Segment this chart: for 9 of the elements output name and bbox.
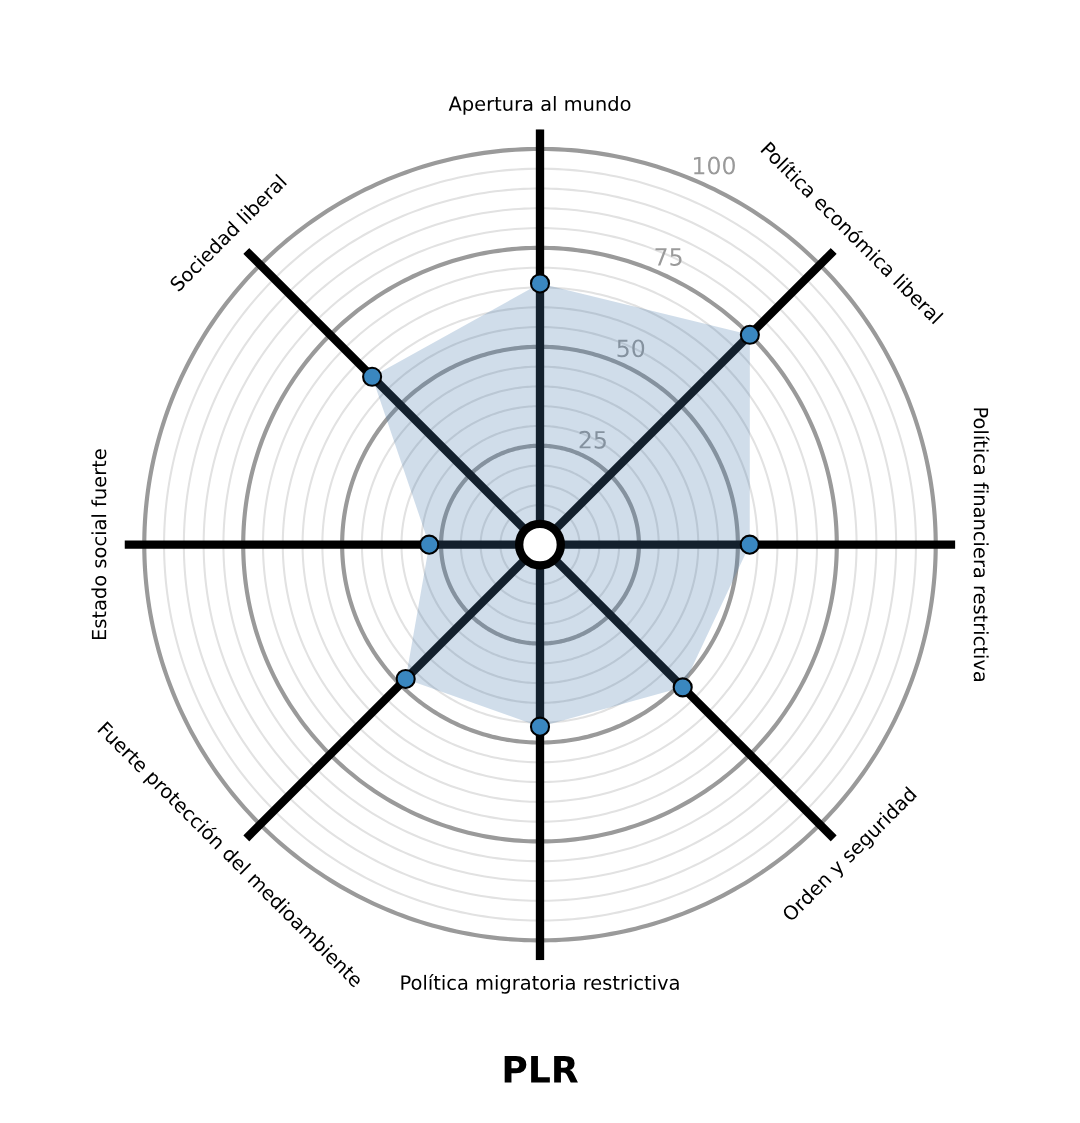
y-tick-label: 50	[617, 339, 645, 358]
spoke-label: Estado social fuerte	[91, 449, 107, 640]
y-tick-label: 100	[694, 156, 735, 175]
y-tick-label: 25	[579, 430, 606, 449]
text: PLR	[504, 1056, 578, 1083]
spoke-label: Política migratoria restrictiva	[401, 974, 679, 994]
y-tick-label: 75	[655, 248, 682, 266]
spoke-label: Apertura al mundo	[448, 95, 631, 115]
spoke-label: Política financiera restrictiva	[973, 408, 990, 682]
